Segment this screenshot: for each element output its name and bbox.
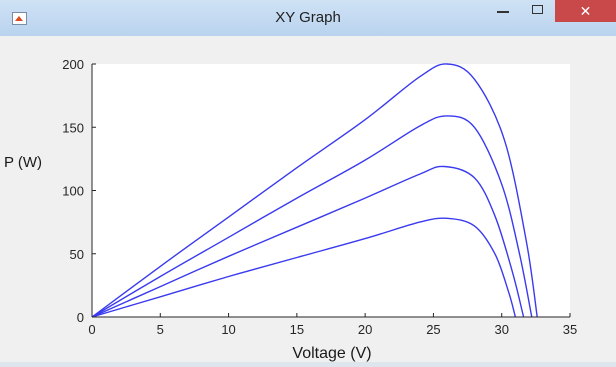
- plot-area[interactable]: [92, 64, 570, 317]
- figure-content: 0 5 10 15 20 25 30 35 0 50 100 150 200 P (W) Voltage…: [0, 36, 616, 362]
- y-tick-label: 50: [70, 247, 84, 262]
- y-tick-label: 200: [62, 57, 84, 72]
- xy-chart: 0 5 10 15 20 25 30 35 0 50 100 150 200 P (W) Voltage…: [4, 57, 577, 362]
- y-tick-label: 150: [62, 120, 84, 135]
- x-tick-label: 5: [157, 322, 164, 337]
- x-tick-label: 20: [358, 322, 372, 337]
- minimize-button[interactable]: [487, 0, 521, 22]
- power-curve-2: [91, 165, 525, 318]
- x-tick-label: 25: [426, 322, 440, 337]
- x-tick-label: 15: [290, 322, 304, 337]
- x-tick-label: 30: [494, 322, 508, 337]
- matlab-figure-icon[interactable]: [12, 12, 27, 25]
- power-curve-3: [91, 115, 533, 318]
- title-bar[interactable]: XY Graph ✕: [0, 0, 616, 36]
- power-curve-4: [91, 63, 538, 318]
- maximize-button[interactable]: [521, 0, 555, 22]
- x-tick-label: 10: [221, 322, 235, 337]
- x-tick-label: 0: [88, 322, 95, 337]
- close-button[interactable]: ✕: [555, 0, 616, 22]
- y-tick-label: 100: [62, 184, 84, 199]
- window-title: XY Graph: [275, 9, 341, 26]
- power-curve-1: [91, 217, 517, 318]
- x-axis-label: Voltage (V): [292, 345, 371, 362]
- y-tick-label: 0: [77, 310, 84, 325]
- y-axis-label: P (W): [4, 154, 42, 171]
- x-tick-label: 35: [563, 322, 577, 337]
